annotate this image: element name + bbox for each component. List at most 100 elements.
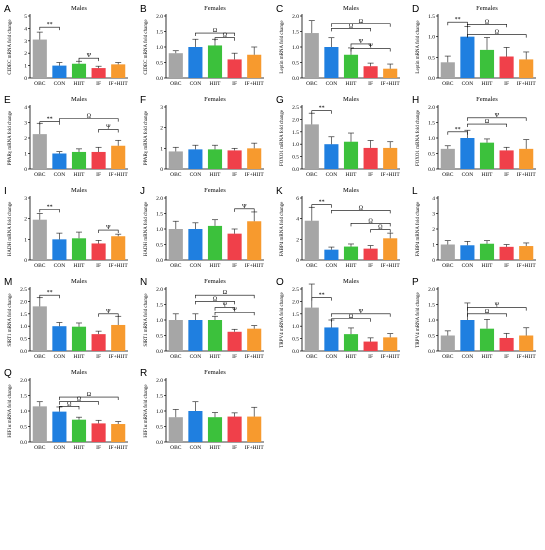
x-tick-label: IF bbox=[96, 81, 101, 87]
significance-bracket bbox=[59, 396, 119, 401]
x-tick-label: CON bbox=[462, 263, 474, 269]
significance-bracket bbox=[350, 48, 391, 52]
x-tick-label: CON bbox=[326, 81, 338, 87]
y-axis-label: Leptin mRNA fold change bbox=[416, 20, 421, 74]
x-tick-label: HIIT bbox=[210, 354, 222, 360]
panel-g: G Males FOXO1 mRNA fold change 0.0 0.5 1.0 1.5… bbox=[276, 95, 400, 178]
y-axis-label: FOXO1 mRNA fold change bbox=[280, 109, 285, 166]
x-tick-label: HIIT bbox=[482, 81, 494, 87]
x-tick-label: OBC bbox=[34, 445, 46, 451]
bar-obc bbox=[168, 417, 183, 442]
significance-bracket bbox=[78, 57, 99, 62]
y-axis-label: TRPV4 mRNA fold change bbox=[416, 292, 421, 348]
y-tick-label: 6 bbox=[296, 196, 299, 202]
panel-letter: E bbox=[4, 95, 11, 106]
bar-if-hiit bbox=[111, 424, 126, 442]
bar-obc bbox=[32, 219, 47, 260]
y-tick-label: 1.5 bbox=[292, 30, 299, 36]
x-tick-label: IF bbox=[504, 81, 509, 87]
bar-obc bbox=[440, 148, 455, 169]
bar-obc bbox=[168, 320, 183, 351]
significance-label: Ω bbox=[359, 205, 364, 211]
x-tick-label: IF bbox=[96, 172, 101, 178]
x-tick-label: CON bbox=[190, 354, 202, 360]
x-tick-label: IF+HIIT bbox=[517, 263, 537, 269]
significance-bracket bbox=[59, 406, 80, 410]
significance-label: Ω bbox=[349, 314, 354, 320]
x-tick-label: OBC bbox=[170, 81, 182, 87]
panel-c: C Males Leptin mRNA fold change 0.0 0.5 1.0 1.… bbox=[276, 4, 400, 87]
y-tick-label: 1.5 bbox=[156, 394, 163, 400]
y-tick-label: 0 bbox=[24, 76, 27, 82]
x-tick-label: OBC bbox=[306, 172, 318, 178]
x-tick-label: IF bbox=[368, 354, 373, 360]
x-tick-label: OBC bbox=[170, 445, 182, 451]
x-tick-label: HIIT bbox=[74, 263, 86, 269]
bar-if bbox=[499, 246, 514, 260]
panel-title: Males bbox=[71, 96, 87, 103]
y-tick-label: 1.0 bbox=[292, 45, 299, 51]
significance-label: Ω bbox=[223, 290, 228, 296]
significance-label: Ψ bbox=[223, 303, 228, 309]
x-tick-label: HIIT bbox=[346, 354, 358, 360]
panel-letter: N bbox=[140, 277, 147, 288]
bar-hiit bbox=[207, 149, 223, 169]
y-tick-label: 1.0 bbox=[292, 142, 299, 148]
significance-bracket bbox=[331, 23, 391, 27]
bar-if bbox=[499, 56, 514, 78]
x-tick-label: HIIT bbox=[74, 81, 86, 87]
panel-p: P TRPV4 mRNA fold change 0.0 0.5 1.0 1.5 2.0 OB… bbox=[412, 277, 536, 360]
y-tick-label: 1.5 bbox=[20, 312, 27, 318]
bar-obc bbox=[32, 134, 47, 169]
y-axis-label: SIRT1 mRNA fold change bbox=[8, 293, 13, 347]
x-tick-label: IF bbox=[504, 263, 509, 269]
x-tick-label: IF+HIIT bbox=[245, 172, 265, 178]
bar-con bbox=[188, 411, 203, 442]
significance-label: Ψ bbox=[106, 225, 111, 231]
significance-label: Ω bbox=[87, 114, 92, 120]
y-axis-label: HADH mRNA fold change bbox=[8, 201, 13, 256]
significance-label: Ω bbox=[223, 33, 228, 39]
y-tick-label: 4 bbox=[24, 26, 27, 32]
x-tick-label: IF bbox=[96, 354, 101, 360]
bar-con bbox=[460, 320, 475, 351]
x-tick-label: CON bbox=[54, 263, 66, 269]
y-tick-label: 2 bbox=[24, 136, 27, 142]
y-tick-label: 2 bbox=[24, 51, 27, 57]
bar-obc bbox=[304, 33, 319, 78]
y-tick-label: 2 bbox=[432, 227, 435, 233]
x-tick-label: OBC bbox=[170, 172, 182, 178]
bar-if bbox=[227, 416, 242, 442]
y-tick-label: 3 bbox=[24, 196, 27, 202]
y-tick-label: 1.0 bbox=[428, 35, 435, 41]
bar-hiit bbox=[207, 417, 223, 442]
x-tick-label: CON bbox=[326, 263, 338, 269]
panel-title: Males bbox=[71, 369, 87, 376]
significance-label: Ψ bbox=[106, 309, 111, 315]
panel-r: R Females HIF1α mRNA fold change 0.0 0.5 1.0 1… bbox=[140, 368, 264, 451]
panel-letter: O bbox=[276, 277, 284, 288]
x-tick-label: IF+HIIT bbox=[245, 263, 265, 269]
bar-hiit bbox=[343, 334, 359, 351]
y-tick-label: 0.5 bbox=[428, 152, 435, 158]
significance-label: Ω bbox=[87, 392, 92, 398]
x-tick-label: IF+HIIT bbox=[245, 354, 265, 360]
bar-con bbox=[52, 326, 67, 351]
y-axis-label: FABP4 mRNA fold change bbox=[416, 201, 421, 257]
panel-title: Females bbox=[204, 369, 226, 376]
y-tick-label: 0.0 bbox=[292, 76, 299, 82]
y-axis-label: HADH mRNA fold change bbox=[144, 201, 149, 256]
x-tick-label: IF bbox=[232, 263, 237, 269]
y-tick-label: 0.0 bbox=[156, 258, 163, 264]
y-tick-label: 1.0 bbox=[292, 324, 299, 330]
y-tick-label: 0.5 bbox=[156, 334, 163, 340]
significance-bracket bbox=[98, 313, 119, 317]
y-tick-label: 1.0 bbox=[156, 318, 163, 324]
panel-title: Females bbox=[204, 96, 226, 103]
x-tick-label: CON bbox=[54, 354, 66, 360]
x-tick-label: HIIT bbox=[346, 81, 358, 87]
significance-bracket bbox=[311, 204, 332, 208]
y-tick-label: 1 bbox=[24, 64, 27, 70]
panel-title: Females bbox=[476, 96, 498, 103]
y-axis-label: PPARγ mRNA fold change bbox=[144, 110, 149, 165]
